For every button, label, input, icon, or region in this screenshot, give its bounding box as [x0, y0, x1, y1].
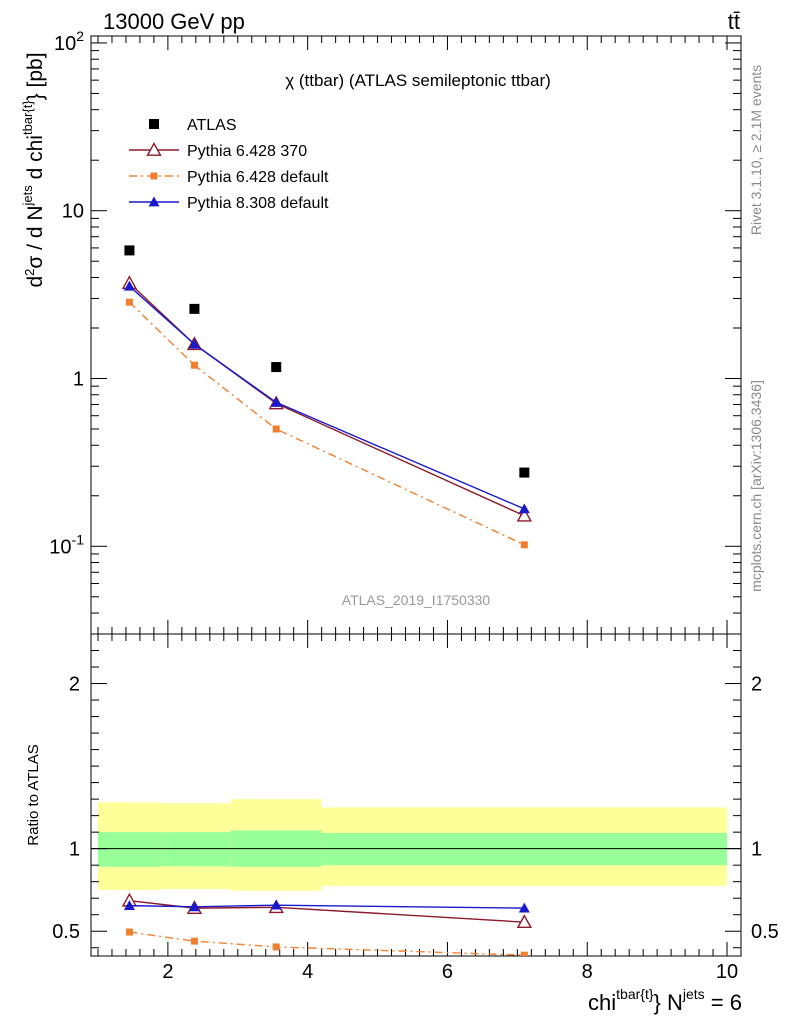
- ratio-series-group: [121, 892, 533, 956]
- ratio-ticks: 0.5 0.5 1 1 2 2 2 4 6 8 10: [52, 634, 779, 983]
- main-data-point: [188, 338, 200, 349]
- main-ticks: 10-1 1 10 102: [49, 28, 741, 635]
- ratio-data-point: [190, 937, 198, 945]
- ratio-panel: 0.5 0.5 1 1 2 2 2 4 6 8 10 Ratio to ATLAS chitbar{…: [25, 633, 779, 1015]
- main-y-axis-label: d2σ / d Njets d chitbar{t}} [pb]: [20, 52, 47, 287]
- ratio-series-line: [129, 904, 525, 909]
- ratio-x-tick-label: 10: [716, 961, 738, 983]
- legend-entry: Pythia 6.428 370: [187, 143, 307, 160]
- ratio-data-point: [123, 900, 135, 911]
- ratio-frame: [90, 633, 742, 957]
- legend-marker: [149, 119, 159, 129]
- ratio-x-axis-label: chitbar{t}} Njets = 6: [588, 986, 742, 1015]
- ratio-bands: [91, 799, 741, 891]
- main-y-tick-label: 10: [62, 201, 84, 223]
- ratio-y-axis-label: Ratio to ATLAS: [25, 744, 42, 845]
- legend-marker: [148, 196, 160, 207]
- ratio-data-point: [516, 914, 533, 929]
- ratio-y-tick-label-right: 2: [751, 674, 762, 696]
- ratio-x-tick-label: 8: [582, 961, 593, 983]
- legend-marker: [146, 142, 162, 156]
- ratio-y-tick-label-left: 2: [69, 674, 80, 696]
- ratio-y-tick-label-left: 0.5: [52, 921, 80, 943]
- main-y-tick-label: 102: [54, 28, 84, 55]
- ratio-series-line: [129, 931, 525, 956]
- legend: ATLAS Pythia 6.428 370 Pythia 6.428 defaul…: [129, 117, 329, 212]
- main-data-point: [271, 362, 282, 373]
- ratio-y-tick-label-right: 1: [751, 839, 762, 861]
- main-data-point: [516, 507, 533, 522]
- main-data-point: [270, 396, 282, 407]
- main-series-line: [128, 301, 525, 546]
- main-series-line: [128, 282, 525, 517]
- main-panel: 10-1 1 10 102 χ (ttbar) (ATLAS semileptonic…: [20, 28, 742, 635]
- main-title: χ (ttbar) (ATLAS semileptonic ttbar): [285, 71, 551, 90]
- main-data-point: [125, 298, 133, 306]
- ratio-y-tick-label-right: 0.5: [751, 921, 779, 943]
- ratio-x-tick-label: 4: [302, 961, 313, 983]
- legend-marker: [150, 172, 158, 180]
- main-data-point: [123, 280, 135, 291]
- ratio-data-point: [272, 943, 280, 951]
- legend-entry: Pythia 8.308 default: [187, 195, 329, 212]
- main-series-line: [128, 285, 525, 510]
- ratio-band-green: [160, 832, 231, 867]
- main-data-point: [520, 541, 528, 549]
- legend-entry: ATLAS: [187, 117, 237, 134]
- ratio-x-tick-label: 2: [162, 961, 173, 983]
- energy-label: 13000 GeV pp: [103, 9, 245, 34]
- main-y-tick-label: 10-1: [49, 531, 84, 558]
- ratio-series-line: [129, 899, 525, 923]
- mcplots-label: mcplots.cern.ch [arXiv:1306.3436]: [748, 380, 764, 592]
- main-data-point: [519, 467, 530, 478]
- main-data-point: [124, 245, 135, 256]
- rivet-label: Rivet 3.1.10, ≥ 2.1M events: [748, 65, 764, 235]
- main-data-point: [189, 303, 200, 314]
- legend-entry: Pythia 6.428 default: [187, 169, 329, 186]
- ratio-data-point: [125, 928, 133, 936]
- ratio-band-green: [97, 832, 161, 867]
- ratio-data-point: [518, 902, 530, 913]
- main-data-point: [272, 425, 280, 433]
- main-y-tick-label: 1: [73, 368, 84, 390]
- ratio-y-tick-label-left: 1: [69, 839, 80, 861]
- ratio-x-tick-label: 6: [442, 961, 453, 983]
- ratio-data-point: [520, 951, 528, 956]
- main-data: [121, 245, 533, 549]
- process-label: tt̄: [728, 9, 740, 34]
- ratio-data-point: [270, 899, 282, 910]
- watermark: ATLAS_2019_I1750330: [342, 592, 491, 608]
- ratio-data: [121, 892, 533, 956]
- ratio-data-point: [188, 901, 200, 912]
- main-data-point: [518, 503, 530, 514]
- main-data-point: [190, 361, 198, 369]
